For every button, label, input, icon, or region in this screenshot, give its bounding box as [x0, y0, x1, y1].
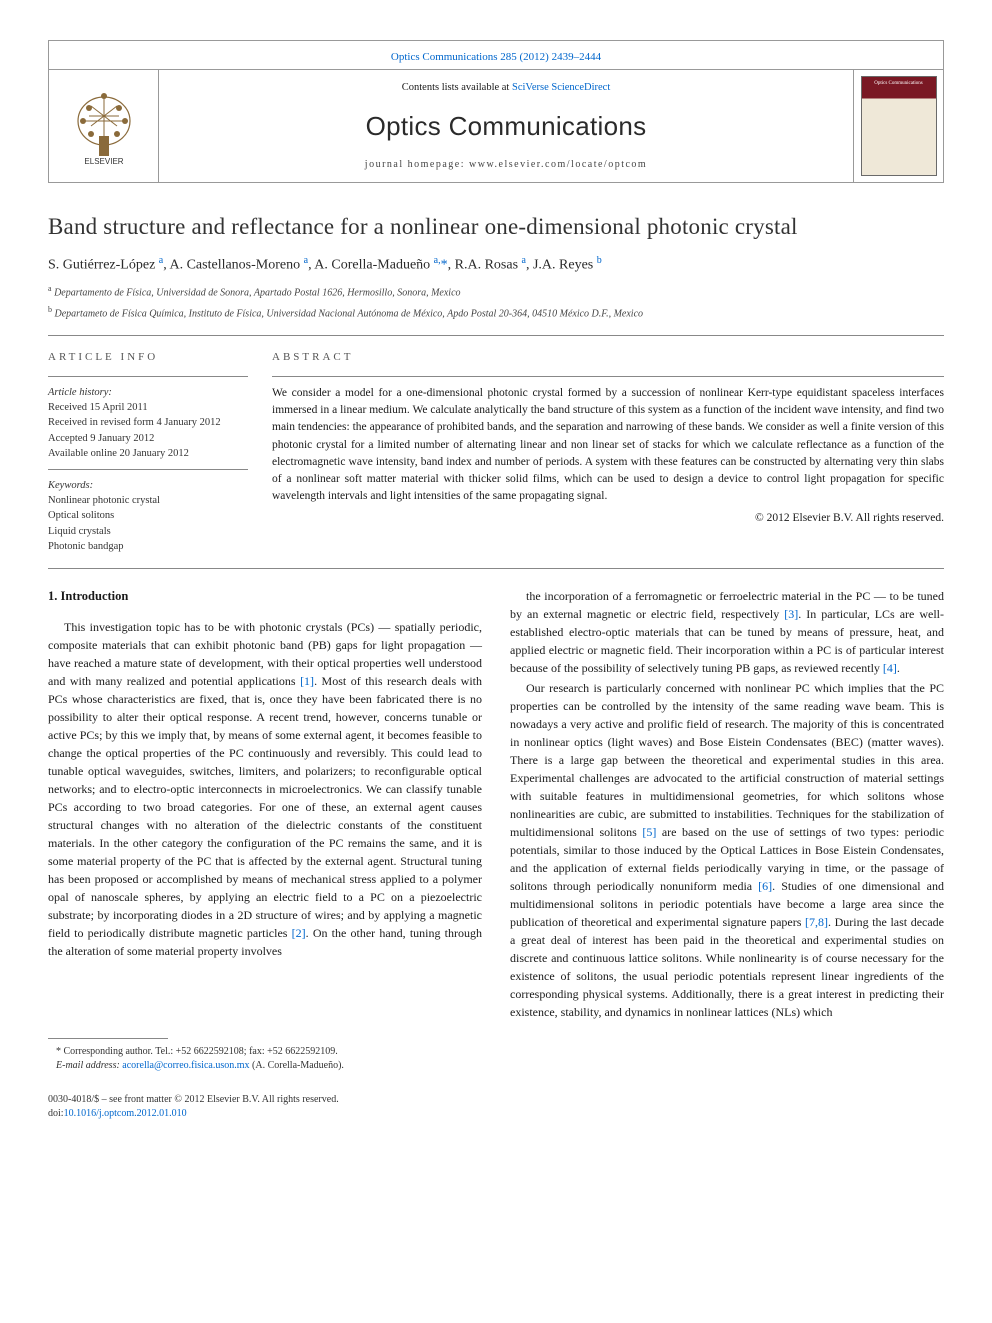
contents-available-line: Contents lists available at SciVerse Sci… [169, 81, 843, 96]
body-column-right: the incorporation of a ferromagnetic or … [510, 587, 944, 1073]
affiliation: b Departameto de Física Química, Institu… [48, 304, 944, 321]
reference-link[interactable]: [1] [300, 674, 314, 688]
reference-link[interactable]: [7,8] [805, 915, 828, 929]
article-history: Article history: Received 15 April 2011R… [48, 385, 248, 461]
svg-text:ELSEVIER: ELSEVIER [84, 157, 123, 166]
article-title: Band structure and reflectance for a non… [48, 211, 944, 243]
journal-header: Optics Communications 285 (2012) 2439–24… [48, 40, 944, 183]
author-list: S. Gutiérrez-López a, A. Castellanos-Mor… [48, 254, 944, 275]
author-email-link[interactable]: acorella@correo.fisica.uson.mx [122, 1060, 249, 1071]
doi-link[interactable]: 10.1016/j.optcom.2012.01.010 [64, 1108, 187, 1119]
sciencedirect-link[interactable]: SciVerse ScienceDirect [512, 82, 610, 93]
keywords-block: Keywords: Nonlinear photonic crystalOpti… [48, 478, 248, 554]
abstract-text: We consider a model for a one-dimensiona… [272, 385, 944, 506]
body-paragraph: the incorporation of a ferromagnetic or … [510, 587, 944, 677]
abstract-heading: ABSTRACT [272, 350, 944, 365]
citation-link[interactable]: Optics Communications 285 (2012) 2439–24… [391, 51, 601, 63]
footnote-separator [48, 1038, 168, 1039]
reference-link[interactable]: [3] [784, 607, 798, 621]
body-paragraph: Our research is particularly concerned w… [510, 679, 944, 1021]
section-heading-introduction: 1. Introduction [48, 587, 482, 606]
body-column-left: 1. Introduction This investigation topic… [48, 587, 482, 1073]
journal-homepage-line: journal homepage: www.elsevier.com/locat… [169, 158, 843, 172]
section-divider [48, 335, 944, 336]
abstract-copyright: © 2012 Elsevier B.V. All rights reserved… [272, 510, 944, 526]
email-footnote: E-mail address: acorella@correo.fisica.u… [48, 1059, 482, 1073]
reference-link[interactable]: [6] [758, 879, 772, 893]
journal-name: Optics Communications [169, 108, 843, 144]
page-footer: 0030-4018/$ – see front matter © 2012 El… [48, 1093, 944, 1121]
reference-link[interactable]: [4] [883, 661, 897, 675]
article-info-heading: ARTICLE INFO [48, 350, 248, 365]
elsevier-tree-icon: ELSEVIER [69, 86, 139, 166]
journal-cover-thumbnail: Optics Communications [853, 70, 943, 182]
publisher-logo: ELSEVIER [49, 70, 159, 182]
body-paragraph: This investigation topic has to be with … [48, 618, 482, 960]
affiliation: a Departamento de Física, Universidad de… [48, 283, 944, 300]
corresponding-author-footnote: * Corresponding author. Tel.: +52 662259… [48, 1045, 482, 1059]
reference-link[interactable]: [5] [642, 825, 656, 839]
section-divider [48, 568, 944, 569]
reference-link[interactable]: [2] [292, 926, 306, 940]
